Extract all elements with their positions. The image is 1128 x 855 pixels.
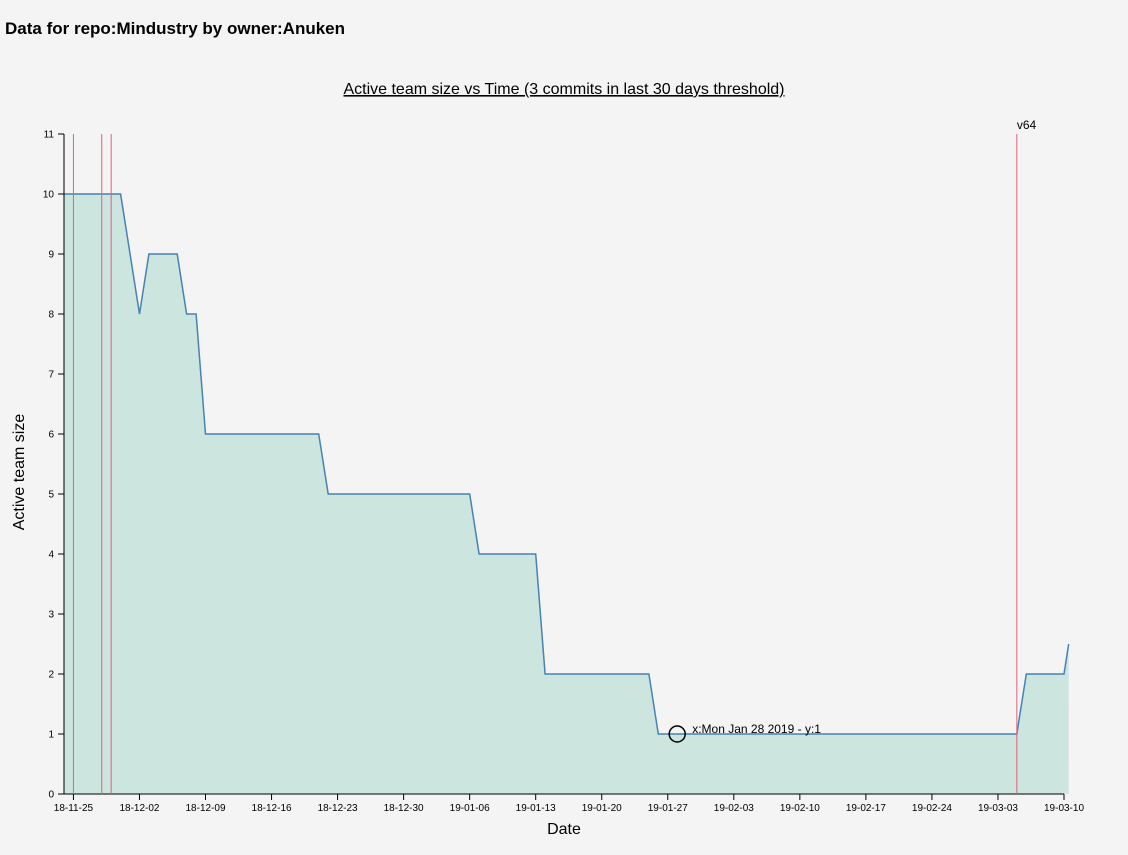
x-tick-label: 18-12-16	[252, 803, 292, 814]
x-tick-label: 18-12-09	[185, 803, 225, 814]
x-tick-label: 19-02-10	[780, 803, 820, 814]
x-tick-label: 19-02-03	[714, 803, 754, 814]
y-tick-label: 11	[44, 130, 55, 141]
x-tick-label: 19-02-24	[912, 803, 952, 814]
x-tick-label: 19-01-13	[516, 803, 556, 814]
y-tick-label: 7	[48, 370, 54, 381]
y-tick-label: 5	[48, 490, 54, 501]
x-tick-label: 18-12-23	[318, 803, 358, 814]
page-heading: Data for repo:Mindustry by owner:Anuken	[5, 19, 346, 38]
x-tick-label: 18-12-02	[119, 803, 159, 814]
x-tick-label: 18-11-25	[54, 803, 94, 814]
x-axis-label: Date	[547, 821, 581, 838]
hover-point-marker	[668, 725, 686, 743]
y-tick-label: 10	[43, 190, 55, 201]
chart-title: Active team size vs Time (3 commits in l…	[343, 81, 784, 98]
release-markers: v64	[72, 118, 1037, 794]
y-tick-label: 2	[48, 670, 54, 681]
x-tick-label: 18-12-30	[384, 803, 424, 814]
hover-point-label: x:Mon Jan 28 2019 - y:1	[692, 722, 821, 736]
y-tick-label: 9	[48, 250, 54, 261]
x-tick-label: 19-01-06	[450, 803, 490, 814]
x-tick-label: 19-02-17	[846, 803, 886, 814]
series-area	[64, 194, 1069, 794]
x-tick-label: 19-03-10	[1044, 803, 1084, 814]
y-axis: 0 1 2 3 4 5 6 7 8 9 10 11	[43, 130, 65, 801]
y-axis-label: Active team size	[11, 414, 28, 531]
y-tick-label: 6	[48, 430, 54, 441]
x-tick-label: 19-01-27	[648, 803, 688, 814]
y-tick-label: 0	[48, 790, 54, 801]
x-tick-label: 19-03-03	[978, 803, 1018, 814]
release-marker-label: v64	[1017, 118, 1037, 132]
plot-area	[64, 193, 1070, 794]
y-tick-label: 4	[48, 550, 54, 561]
y-tick-label: 8	[48, 310, 54, 321]
hover-tooltip: x:Mon Jan 28 2019 - y:1	[668, 722, 821, 743]
x-tick-label: 19-01-20	[582, 803, 622, 814]
x-axis: 18-11-25 18-12-02 18-12-09 18-12-16 18-12-23…	[54, 793, 1084, 814]
series-line	[64, 193, 1070, 735]
y-tick-label: 1	[48, 730, 54, 741]
y-tick-label: 3	[48, 610, 54, 621]
